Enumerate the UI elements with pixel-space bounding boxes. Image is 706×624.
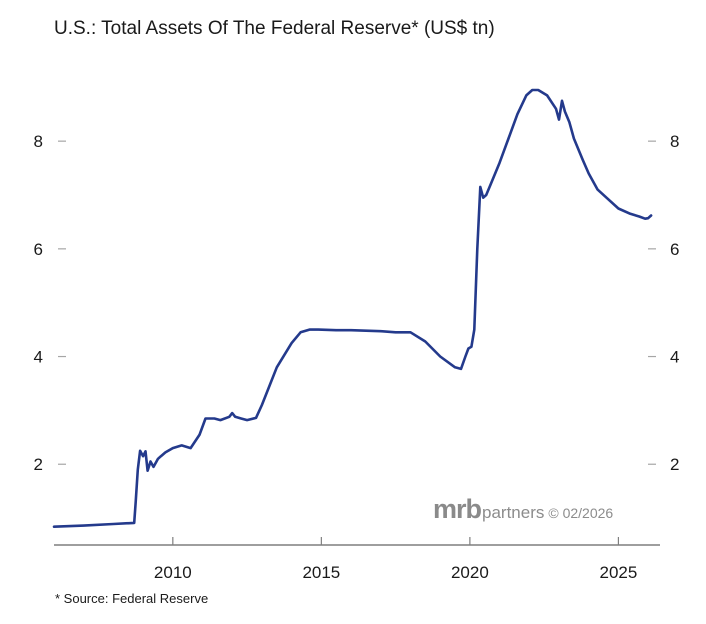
y-tick-label-left: 8 — [34, 132, 43, 151]
watermark-brand: mrb — [433, 494, 482, 524]
y-tick-label-left: 4 — [34, 348, 43, 367]
y-tick-label-left: 6 — [34, 240, 43, 259]
x-tick-label: 2020 — [451, 563, 489, 582]
y-axis-left: 2 4 6 8 — [34, 132, 66, 474]
x-axis: 2010 2015 2020 2025 — [54, 537, 660, 582]
x-tick-label: 2015 — [302, 563, 340, 582]
chart-title: U.S.: Total Assets Of The Federal Reserv… — [54, 18, 495, 39]
watermark-suffix: partners — [482, 503, 545, 522]
x-tick-label: 2010 — [154, 563, 192, 582]
y-axis-right: 2 4 6 8 — [648, 132, 679, 474]
series-line — [52, 88, 653, 528]
y-tick-label-right: 8 — [670, 132, 679, 151]
y-tick-label-right: 6 — [670, 240, 679, 259]
source-note: * Source: Federal Reserve — [55, 591, 209, 606]
y-tick-label-right: 2 — [670, 455, 679, 474]
series-layer — [52, 88, 653, 528]
watermark-logo: mrbpartners © 02/2026 — [433, 494, 613, 525]
x-tick-label: 2025 — [599, 563, 637, 582]
y-tick-label-right: 4 — [670, 348, 679, 367]
y-tick-label-left: 2 — [34, 455, 43, 474]
watermark-date: © 02/2026 — [548, 505, 614, 521]
